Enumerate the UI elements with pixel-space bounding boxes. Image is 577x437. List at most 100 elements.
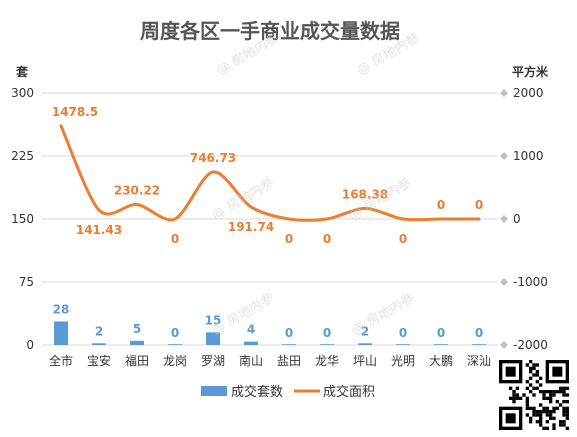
bar <box>472 344 486 345</box>
qr-module <box>565 413 569 417</box>
line-data-label: 0 <box>475 198 483 212</box>
qr-module <box>565 410 569 414</box>
bar <box>282 344 296 345</box>
qr-module <box>555 400 559 404</box>
line-data-label: 746.73 <box>190 151 236 165</box>
qr-module <box>539 413 543 417</box>
qr-module <box>552 423 556 427</box>
right-axis-unit: 平方米 <box>512 64 549 79</box>
qr-module <box>565 426 569 430</box>
bar <box>92 343 106 345</box>
qr-module <box>542 426 546 430</box>
bar <box>206 332 220 345</box>
qr-module <box>515 393 519 397</box>
qr-module <box>525 380 529 384</box>
qr-module <box>539 410 543 414</box>
qr-module <box>559 420 563 424</box>
qr-module <box>535 420 539 424</box>
qr-module <box>545 406 549 410</box>
bar-data-label: 0 <box>437 326 445 340</box>
qr-module <box>545 426 549 430</box>
line-series <box>59 124 481 222</box>
qr-module <box>549 396 553 400</box>
qr-module <box>512 400 516 404</box>
qr-module <box>549 400 553 404</box>
chart-title: 周度各区一手商业成交量数据 <box>140 19 400 43</box>
right-tick-marker <box>500 215 508 223</box>
qr-module <box>559 386 563 390</box>
bar-data-label: 5 <box>133 322 141 336</box>
x-tick-label: 福田 <box>125 353 149 368</box>
line-layer <box>59 124 481 222</box>
qr-module <box>532 410 536 414</box>
x-tick-label: 龙岗 <box>163 354 187 368</box>
right-tick-marker <box>500 341 508 349</box>
qr-module <box>549 413 553 417</box>
qr-module <box>545 420 549 424</box>
line-data-label: 1478.5 <box>52 105 98 119</box>
legend-bar-label: 成交套数 <box>231 384 283 400</box>
qr-module <box>562 406 566 410</box>
qr-module <box>562 393 566 397</box>
qr-module <box>525 403 529 407</box>
qr-module <box>529 390 533 394</box>
label-layer: 28 2 5 0 15 4 0 0 2 0 0 0 1478.5 141.43 230.22 0 746.73 1… <box>52 105 483 340</box>
x-tick-label: 深汕 <box>467 354 491 368</box>
qr-module <box>509 396 513 400</box>
qr-module <box>509 386 513 390</box>
right-tick-label: -2000 <box>513 338 548 352</box>
qr-module <box>565 416 569 420</box>
x-tick-label: 大鹏 <box>429 354 453 368</box>
qr-module <box>562 386 566 390</box>
qr-module <box>552 426 556 430</box>
bar <box>168 344 182 345</box>
x-tick-label: 罗湖 <box>201 353 225 368</box>
bar-data-label: 0 <box>323 326 331 340</box>
qr-module <box>562 400 566 404</box>
qr-module <box>542 393 546 397</box>
qr-module <box>549 416 553 420</box>
qr-module <box>519 396 523 400</box>
qr-module <box>539 420 543 424</box>
qr-module <box>559 403 563 407</box>
x-tick-label: 龙华 <box>315 354 339 368</box>
bar-data-label: 2 <box>361 324 369 338</box>
line-data-label: 0 <box>285 232 293 246</box>
qr-module <box>562 423 566 427</box>
right-tick-label: -1000 <box>513 275 548 289</box>
qr-module <box>539 403 543 407</box>
qr-module <box>532 393 536 397</box>
qr-module <box>529 406 533 410</box>
qr-module <box>552 416 556 420</box>
qr-module <box>545 396 549 400</box>
x-tick-label: 光明 <box>391 354 415 368</box>
qr-module <box>512 396 516 400</box>
line-data-label: 0 <box>399 232 407 246</box>
bar-data-label: 0 <box>475 326 483 340</box>
qr-module <box>535 380 539 384</box>
qr-code-image <box>499 360 569 430</box>
bar-data-label: 0 <box>399 326 407 340</box>
qr-module <box>555 406 559 410</box>
qr-module <box>542 390 546 394</box>
qr-module <box>512 393 516 397</box>
qr-module <box>529 360 533 364</box>
qr-module <box>529 416 533 420</box>
bar <box>130 340 144 345</box>
qr-module <box>539 376 543 380</box>
qr-module <box>525 406 529 410</box>
bar-layer <box>54 321 486 345</box>
left-tick-label: 0 <box>26 338 34 352</box>
qr-module <box>559 390 563 394</box>
qr-module <box>565 386 569 390</box>
right-tick-marker <box>500 152 508 160</box>
qr-finder-core <box>552 366 563 377</box>
qr-module <box>552 390 556 394</box>
line-data-label: 141.43 <box>76 223 122 237</box>
watermark-text: @ 房地内参 <box>209 175 277 223</box>
qr-module <box>549 410 553 414</box>
right-tick-label: 0 <box>513 212 521 226</box>
qr-module <box>539 423 543 427</box>
qr-module <box>532 386 536 390</box>
